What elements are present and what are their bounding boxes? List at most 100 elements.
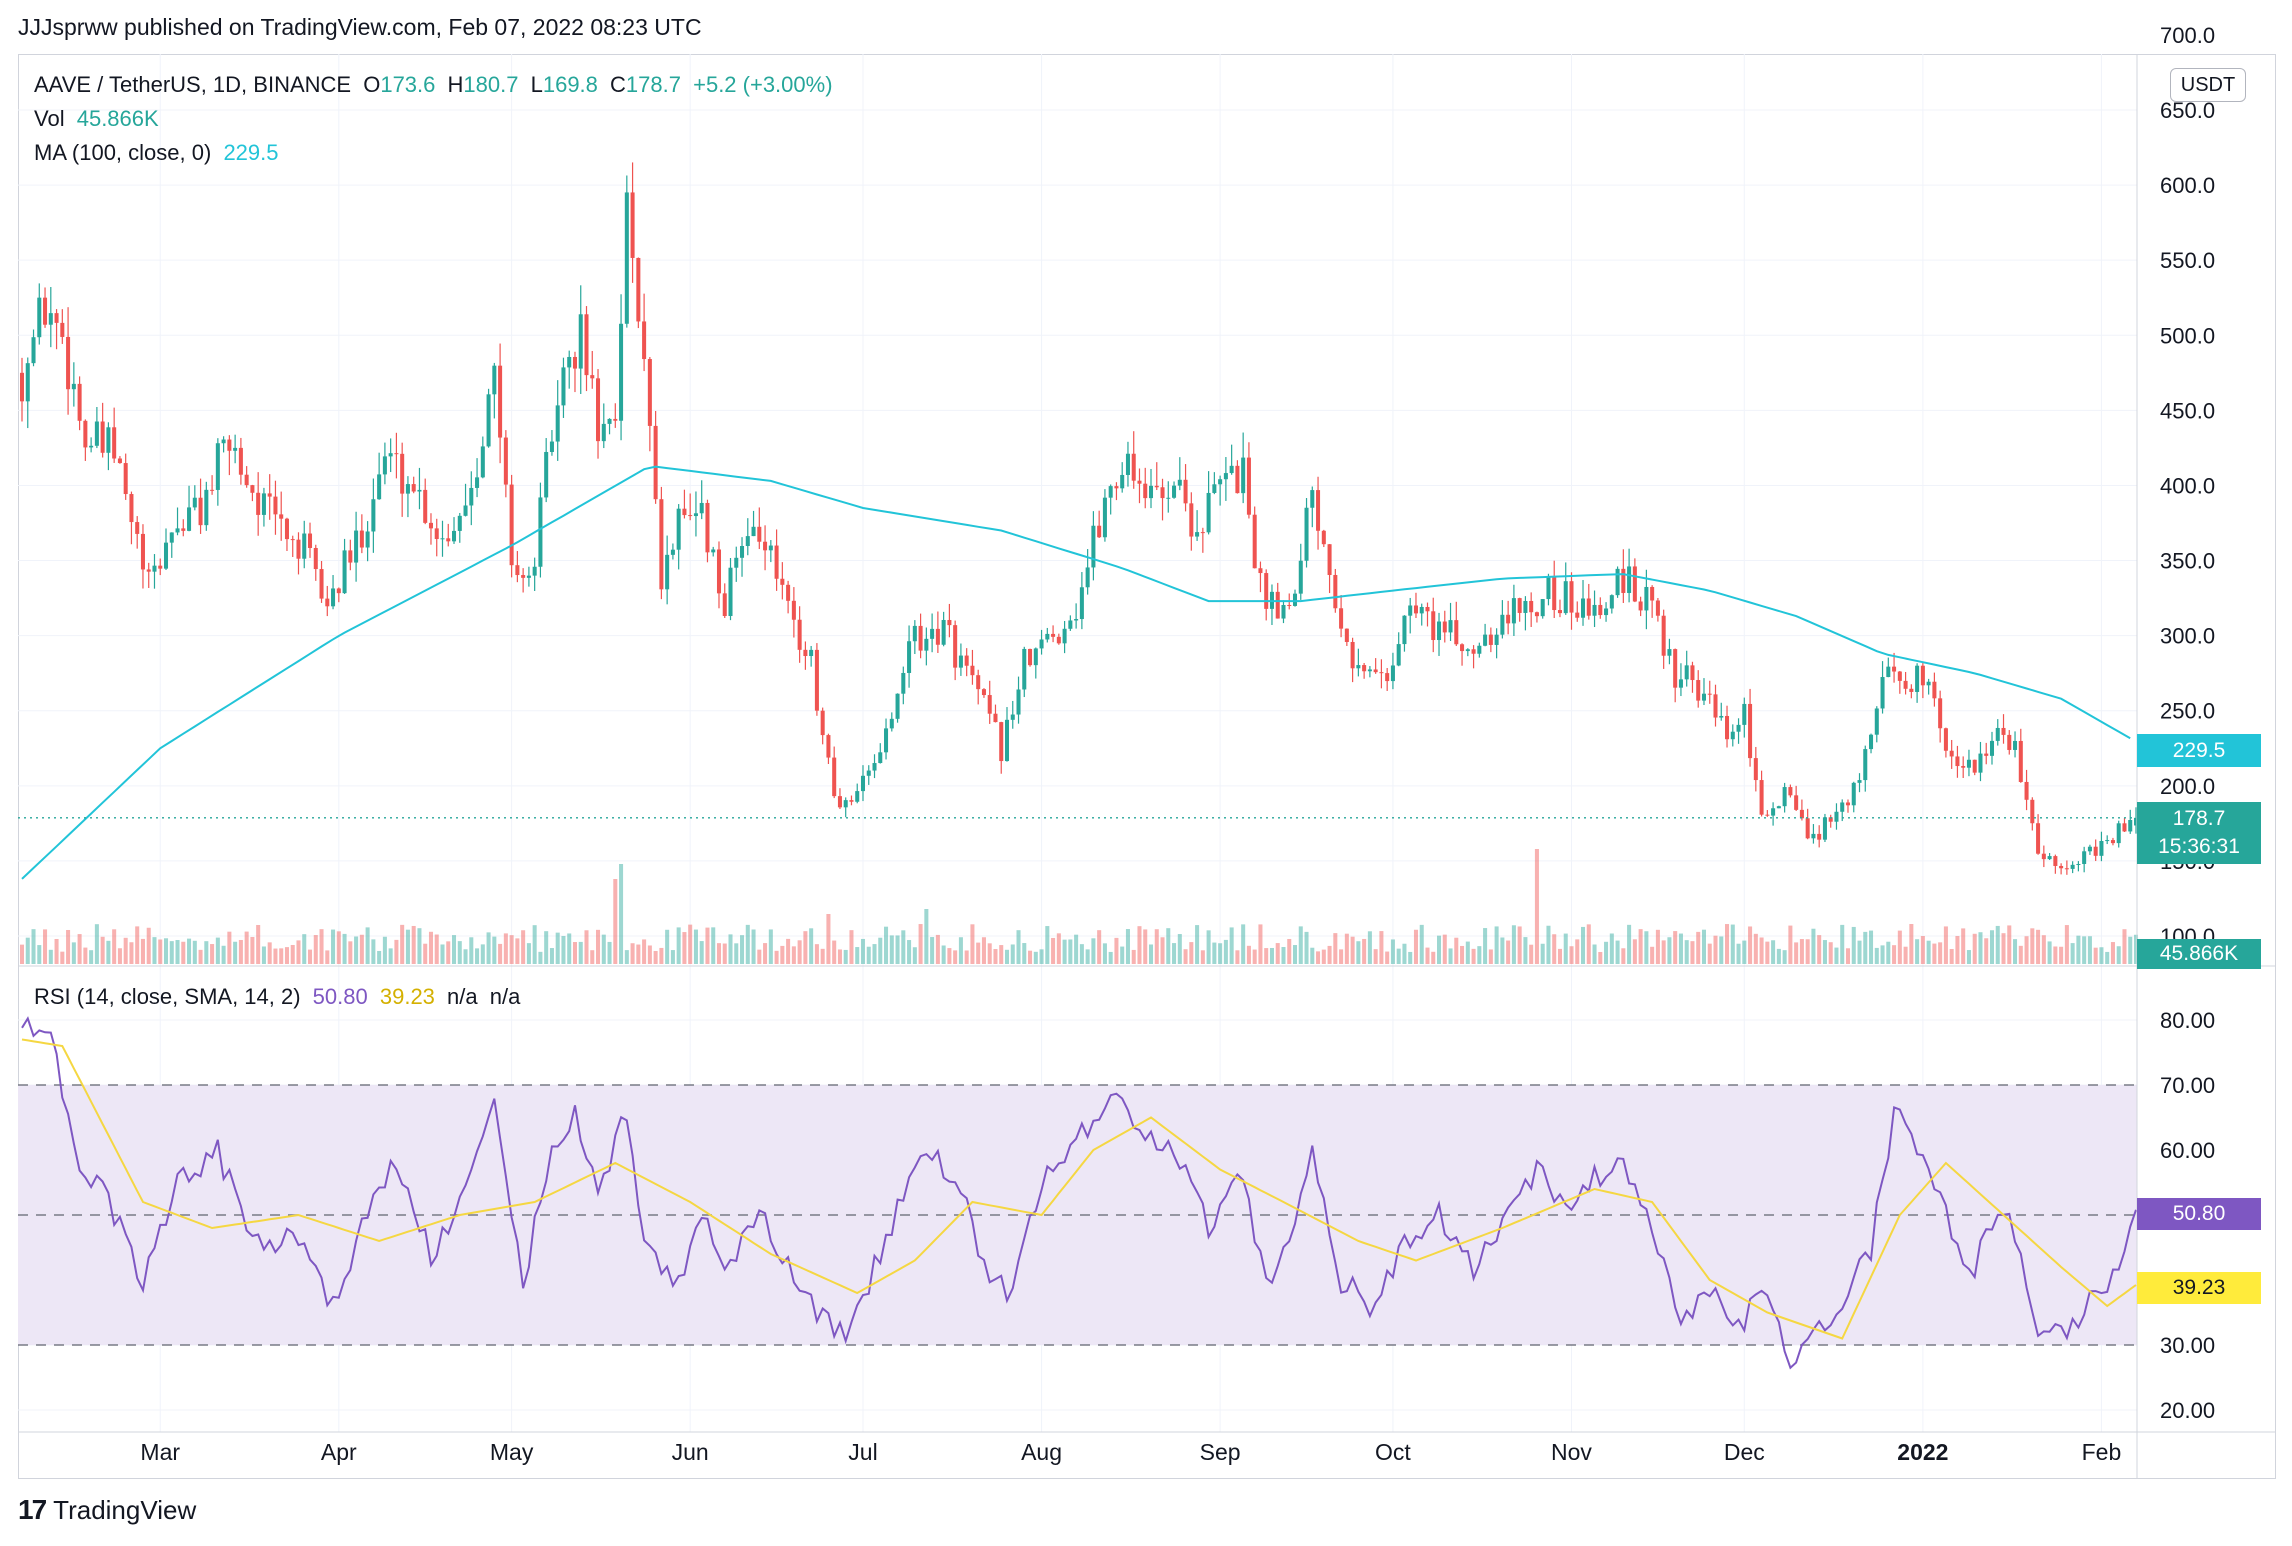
volume-bar	[1356, 941, 1361, 964]
volume-bar	[446, 941, 451, 964]
candle-body	[2059, 865, 2064, 869]
candle-body	[1759, 780, 1764, 815]
volume-bar	[1972, 933, 1977, 964]
candle-body	[1137, 480, 1142, 484]
volume-bar	[1269, 947, 1274, 964]
candle-body	[987, 695, 992, 714]
volume-bar	[1920, 936, 1925, 964]
candle-body	[1051, 633, 1056, 637]
volume-bar	[1638, 929, 1643, 964]
volume-bar	[515, 938, 520, 964]
tradingview-logo-icon: 17	[18, 1494, 47, 1525]
candle-body	[163, 542, 169, 569]
legend-volume: Vol 45.866K	[34, 106, 165, 132]
candle-body	[607, 418, 612, 424]
candle-body	[112, 427, 117, 459]
volume-bar	[2087, 936, 2092, 964]
candle-body	[855, 791, 860, 802]
volume-bar	[941, 945, 946, 964]
volume-bar	[2099, 947, 2104, 964]
legend-ohlc: AAVE / TetherUS, 1D, BINANCE O173.6 H180…	[34, 72, 839, 98]
candle-body	[878, 752, 883, 764]
candle-body	[1805, 818, 1810, 839]
candle-body	[601, 423, 606, 442]
candle-body	[1563, 581, 1568, 614]
volume-bar	[1938, 942, 1943, 964]
volume-bar	[1143, 929, 1148, 964]
volume-bar	[1131, 949, 1136, 964]
volume-bar	[1540, 943, 1545, 964]
volume-bar	[1534, 849, 1539, 964]
volume-bar	[1632, 939, 1637, 964]
candle-body	[734, 557, 739, 568]
candle-body	[31, 337, 36, 364]
candle-body	[935, 628, 940, 645]
candle-body	[181, 528, 186, 531]
volume-bar	[1892, 945, 1897, 964]
legend-vol: 45.866K	[76, 106, 159, 131]
currency-button[interactable]: USDT	[2170, 68, 2246, 102]
volume-bar	[1880, 945, 1885, 964]
candle-body	[1264, 573, 1269, 609]
volume-bar	[1563, 933, 1568, 964]
volume-bar	[1425, 947, 1430, 964]
candle-body	[1488, 634, 1493, 645]
candle-body	[382, 456, 387, 475]
candle-body	[233, 447, 238, 451]
candle-body	[1339, 608, 1344, 629]
candle-body	[1062, 628, 1067, 644]
candle-body	[1362, 665, 1367, 672]
candle-body	[561, 367, 566, 406]
volume-bar	[2001, 933, 2006, 964]
volume-bar	[1771, 940, 1776, 964]
price-tick-label: 450.0	[2160, 398, 2215, 423]
volume-bar	[676, 927, 681, 964]
candle-body	[1183, 479, 1188, 504]
candle-body	[1045, 633, 1050, 640]
candle-body	[1730, 731, 1735, 740]
volume-bar	[567, 933, 572, 964]
candle-body	[2001, 727, 2006, 735]
legend-ma: MA (100, close, 0) 229.5	[34, 140, 285, 166]
volume-bar	[1160, 937, 1165, 964]
volume-bar	[2076, 935, 2081, 964]
volume-bar	[1909, 924, 1914, 964]
candle-body	[1500, 614, 1505, 635]
candle-body	[1989, 740, 1995, 756]
candle-body	[1540, 599, 1545, 617]
candle-body	[296, 539, 301, 559]
candle-body	[1719, 715, 1724, 718]
volume-bar	[653, 950, 658, 964]
candle-body	[1356, 665, 1361, 669]
volume-bar	[325, 950, 330, 964]
candle-body	[1782, 787, 1787, 807]
volume-bar	[734, 943, 739, 964]
candle-body	[100, 421, 105, 453]
candle-body	[411, 484, 416, 492]
volume-bar	[377, 950, 382, 964]
volume-bar	[924, 909, 929, 964]
candle-body	[1557, 610, 1562, 614]
volume-bar	[1304, 931, 1309, 964]
candle-body	[837, 796, 842, 808]
volume-bar	[313, 935, 318, 964]
candle-body	[596, 378, 601, 442]
volume-bar	[1471, 948, 1476, 964]
candle-body	[1022, 648, 1027, 690]
volume-bar	[1102, 943, 1107, 964]
legend-ma-value: 229.5	[223, 140, 279, 165]
volume-bar	[526, 943, 531, 964]
candle-body	[54, 313, 59, 323]
candle-body	[319, 569, 324, 599]
candle-body	[768, 545, 773, 551]
candle-body	[2018, 740, 2023, 782]
volume-bar	[1863, 931, 1868, 964]
candle-body	[1108, 486, 1113, 498]
candle-body	[106, 427, 111, 453]
candle-body	[1471, 649, 1476, 654]
volume-bar	[233, 941, 238, 964]
candle-body	[716, 549, 722, 594]
volume-bar	[884, 926, 889, 964]
candle-body	[1863, 749, 1868, 781]
